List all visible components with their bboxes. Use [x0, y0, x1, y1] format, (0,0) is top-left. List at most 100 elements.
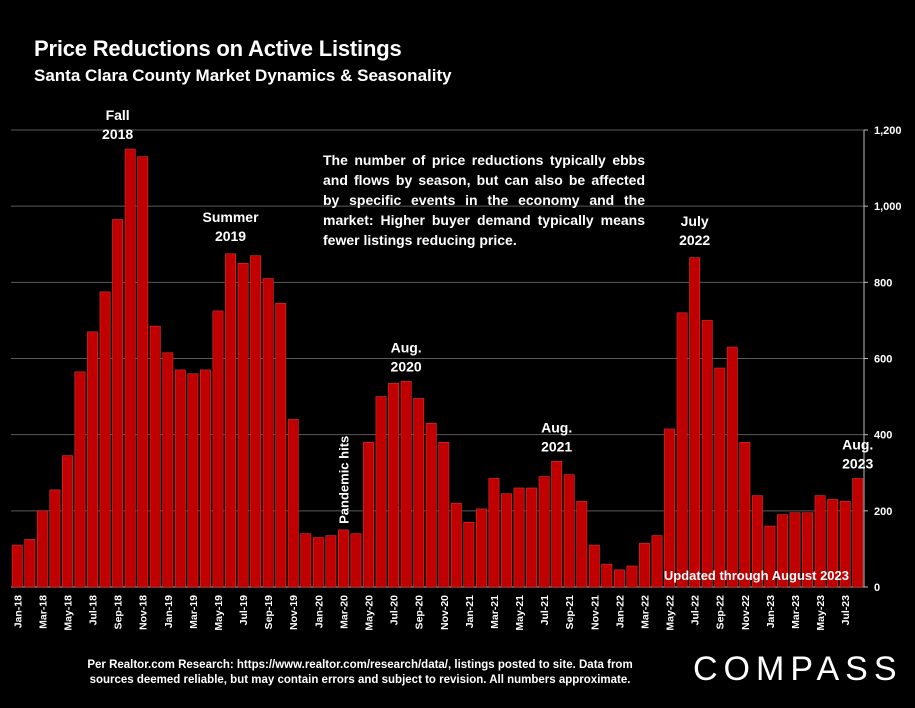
bar: [739, 441, 751, 588]
bar: [413, 398, 425, 588]
x-tick-label: Nov-20: [439, 595, 451, 630]
x-tick-label: Jan-23: [765, 595, 777, 628]
x-tick-label: Nov-19: [288, 595, 300, 630]
x-tick-label: May-23: [815, 595, 827, 631]
bar: [789, 512, 801, 588]
y-tick-label: 1,200: [874, 125, 902, 137]
x-tick-label: Jul-20: [389, 595, 401, 626]
bar: [187, 373, 199, 588]
x-tick-label: Mar-23: [790, 595, 802, 629]
x-tick-label: Jul-23: [840, 595, 852, 626]
y-tick-label: 400: [874, 430, 892, 442]
x-tick-label: Sep-20: [414, 595, 426, 630]
bar: [626, 565, 638, 588]
bar: [450, 502, 462, 588]
x-tick-label: Sep-18: [113, 595, 125, 630]
footnote-line-2: sources deemed reliable, but may contain…: [89, 674, 631, 686]
bar: [563, 474, 575, 588]
bar: [463, 521, 475, 588]
bar: [250, 255, 262, 588]
chart-note: The number of price reductions typically…: [323, 152, 645, 248]
x-tick-label: Mar-21: [489, 595, 501, 629]
bar: [425, 422, 437, 588]
updated-label: Updated through August 2023: [664, 568, 849, 583]
bar: [99, 291, 111, 588]
bar: [174, 369, 186, 588]
bar: [751, 495, 763, 588]
source-footnote: Per Realtor.com Research: https://www.re…: [70, 658, 650, 688]
x-tick-label: Jan-21: [464, 595, 476, 628]
bar: [764, 525, 776, 588]
bar: [676, 312, 688, 588]
bar: [237, 262, 249, 588]
bar: [777, 514, 788, 588]
y-tick-label: 0: [874, 582, 880, 594]
bar: [62, 455, 73, 588]
bar: [538, 476, 550, 588]
bar: [601, 563, 613, 588]
bar: [526, 487, 538, 588]
bar: [337, 529, 349, 588]
y-tick-label: 200: [874, 506, 892, 518]
bar: [613, 569, 625, 588]
bar: [275, 302, 287, 588]
bar: [438, 441, 450, 588]
bar: [488, 478, 500, 588]
annotation-label: Aug.: [842, 436, 873, 452]
bar: [839, 501, 851, 588]
annotation-label: 2020: [391, 358, 422, 374]
bar: [701, 320, 713, 588]
annotation-label: 2022: [679, 232, 710, 248]
x-tick-label: May-20: [364, 595, 376, 631]
annotation-label: 2023: [842, 455, 873, 471]
bar: [802, 512, 813, 588]
annotation-pandemic: Pandemic hits: [336, 436, 351, 524]
x-tick-label: Jan-20: [313, 595, 325, 628]
bar: [262, 278, 274, 588]
x-tick-label: Jul-22: [690, 595, 702, 626]
bar: [400, 381, 412, 588]
annotation-label: July: [681, 213, 709, 229]
bar: [287, 419, 299, 588]
bar: [576, 501, 588, 588]
bar: [325, 535, 337, 588]
x-tick-label: Jan-19: [163, 595, 175, 628]
annotation-label: Aug.: [541, 419, 572, 435]
bar: [852, 478, 864, 588]
bar: [24, 539, 36, 588]
x-tick-label: Jul-18: [88, 595, 100, 626]
x-tick-label: Mar-20: [338, 595, 350, 629]
bar: [827, 499, 839, 588]
bar: [651, 535, 663, 588]
x-tick-label: Nov-22: [740, 595, 752, 630]
x-tick-label: May-18: [62, 595, 74, 631]
bar: [726, 346, 738, 588]
annotation-label: Fall: [106, 107, 130, 123]
x-tick-label: Mar-22: [639, 595, 651, 629]
bar: [814, 495, 826, 588]
bar: [714, 367, 726, 588]
bar: [300, 533, 312, 588]
annotation-label: 2021: [541, 438, 572, 454]
x-tick-label: Mar-19: [188, 595, 200, 629]
bar: [162, 352, 174, 588]
x-tick-label: Nov-21: [589, 595, 601, 630]
compass-logo: COMPASS: [693, 650, 903, 688]
annotation-label: Summer: [203, 209, 260, 225]
bar: [112, 219, 124, 588]
bar: [36, 510, 48, 588]
bar: [588, 544, 600, 588]
bar: [501, 493, 512, 588]
bar: [639, 542, 650, 588]
x-tick-label: Sep-19: [263, 595, 275, 630]
bar: [87, 331, 98, 588]
bar: [149, 325, 161, 588]
y-tick-label: 1,000: [874, 201, 902, 213]
x-tick-label: Jan-22: [614, 595, 626, 628]
x-tick-label: Sep-22: [715, 595, 727, 630]
bar: [664, 428, 676, 588]
x-tick-label: Jul-21: [539, 595, 551, 626]
bar: [475, 508, 487, 588]
x-tick-label: May-22: [665, 595, 677, 631]
